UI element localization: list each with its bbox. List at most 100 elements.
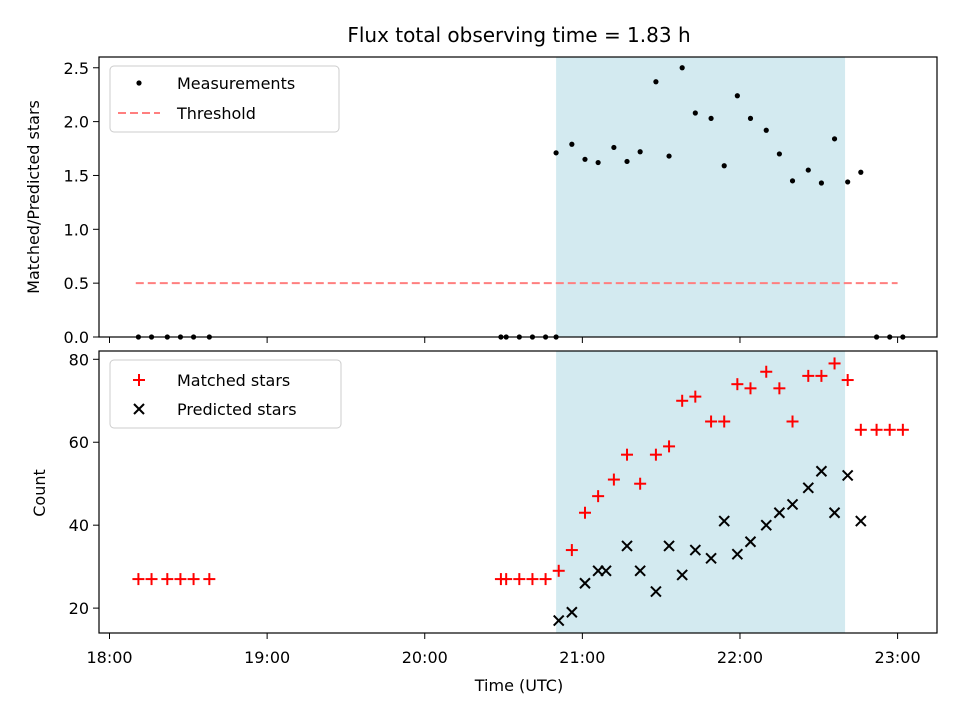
matched-star-point	[663, 440, 676, 453]
bottom-legend-box	[109, 359, 342, 429]
predicted-star-point	[566, 606, 578, 618]
legend-matched-marker	[133, 374, 145, 386]
matched-star-point	[828, 357, 841, 370]
measurement-point	[858, 169, 864, 175]
y-tick-label: 1.0	[64, 220, 89, 239]
measurement-point	[776, 151, 782, 157]
y-tick-label: 60	[69, 433, 89, 452]
matched-star-point	[676, 394, 689, 407]
x-tick-label: 20:00	[402, 648, 448, 667]
predicted-star-point	[553, 614, 565, 627]
matched-star-point	[187, 573, 200, 586]
matched-star-point	[760, 365, 773, 378]
matched-star-point	[731, 378, 744, 391]
matched-star-point	[500, 573, 513, 586]
predicted-star-point	[600, 565, 612, 577]
measurement-point	[789, 178, 796, 184]
predicted-star-point	[802, 482, 814, 494]
predicted-star-point	[663, 540, 675, 552]
x-tick-label: 18:00	[86, 648, 132, 667]
measurement-point	[569, 141, 575, 147]
matched-star-point	[883, 423, 896, 436]
measurement-point	[747, 115, 754, 121]
predicted-star-point	[744, 536, 757, 548]
matched-star-point	[552, 564, 565, 577]
top-shaded-interval	[556, 57, 846, 337]
matched-star-point	[621, 448, 634, 461]
predicted-star-point	[676, 569, 688, 581]
predicted-star-point	[689, 544, 702, 556]
matched-star-point	[513, 573, 526, 586]
predicted-star-point	[786, 498, 799, 511]
measurement-point	[637, 149, 643, 155]
chart-title: Flux total observing time = 1.83 h	[347, 23, 690, 47]
measurement-point	[845, 179, 851, 185]
matched-star-point	[203, 573, 216, 586]
top-y-axis-label: Matched/Predicted stars	[24, 100, 43, 294]
top-y-ticks: 0.0 0.5 1.0 1.5 2.0 2.5	[64, 59, 99, 347]
bottom-shaded-interval	[556, 351, 846, 633]
top-legend: Measurements Threshold	[109, 65, 340, 133]
measurement-point	[582, 156, 588, 162]
y-tick-label: 0.0	[64, 328, 89, 347]
legend-measurements-label: Measurements	[177, 74, 295, 93]
matched-star-point	[896, 423, 909, 436]
count-points	[132, 357, 909, 627]
matched-star-point	[786, 415, 799, 428]
predicted-star-point	[760, 519, 772, 531]
predicted-star-point	[650, 585, 662, 598]
y-tick-label: 20	[69, 599, 89, 618]
y-tick-label: 80	[69, 350, 89, 369]
legend-matched-label: Matched stars	[177, 371, 290, 390]
measurement-point	[831, 136, 838, 142]
matched-star-point	[870, 423, 883, 436]
top-legend-box	[109, 65, 340, 133]
y-tick-label: 40	[69, 516, 89, 535]
measurement-point	[734, 93, 740, 99]
matched-star-point	[174, 573, 187, 586]
y-tick-label: 2.0	[64, 113, 89, 132]
measurement-point	[818, 180, 825, 186]
matched-star-point	[744, 382, 757, 395]
matched-star-point	[802, 369, 815, 382]
matched-star-point	[539, 573, 552, 586]
predicted-star-point	[773, 507, 786, 519]
predicted-star-point	[718, 515, 730, 527]
top-panel: 0.0 0.5 1.0 1.5 2.0 2.5 Matched/Predicted sta…	[24, 56, 938, 347]
y-tick-label: 0.5	[64, 274, 89, 293]
matched-star-point	[718, 415, 731, 428]
bottom-y-axis-label: Count	[30, 469, 49, 517]
matched-star-point	[841, 374, 854, 387]
matched-star-point	[815, 369, 828, 382]
bottom-plot-frame	[98, 350, 938, 634]
matched-star-point	[578, 506, 591, 519]
measurement-point	[692, 110, 698, 116]
measurement-point	[611, 144, 617, 151]
x-axis-label: Time (UTC)	[474, 676, 563, 695]
x-tick-label: 22:00	[717, 648, 763, 667]
measurement-point	[595, 159, 601, 166]
legend-threshold-label: Threshold	[176, 104, 256, 123]
matched-star-point	[607, 473, 620, 486]
top-plot-frame	[98, 56, 938, 338]
measurement-point	[805, 167, 811, 173]
matched-star-point	[689, 390, 702, 403]
predicted-star-point	[705, 552, 717, 565]
predicted-star-point	[579, 577, 591, 589]
measurement-point	[666, 153, 672, 159]
y-tick-label: 1.5	[64, 166, 89, 185]
predicted-star-point	[815, 465, 828, 477]
matched-star-point	[132, 573, 145, 586]
measurement-point	[679, 65, 685, 71]
predicted-star-point	[621, 540, 633, 552]
legend-measurements-marker	[136, 80, 142, 86]
predicted-star-point	[841, 469, 854, 482]
legend-predicted-marker	[133, 403, 145, 415]
top-x-ticks	[109, 337, 899, 343]
matched-star-point	[565, 544, 578, 557]
measurement-point	[721, 163, 727, 169]
legend-predicted-label: Predicted stars	[177, 400, 297, 419]
measurement-point	[653, 79, 659, 85]
